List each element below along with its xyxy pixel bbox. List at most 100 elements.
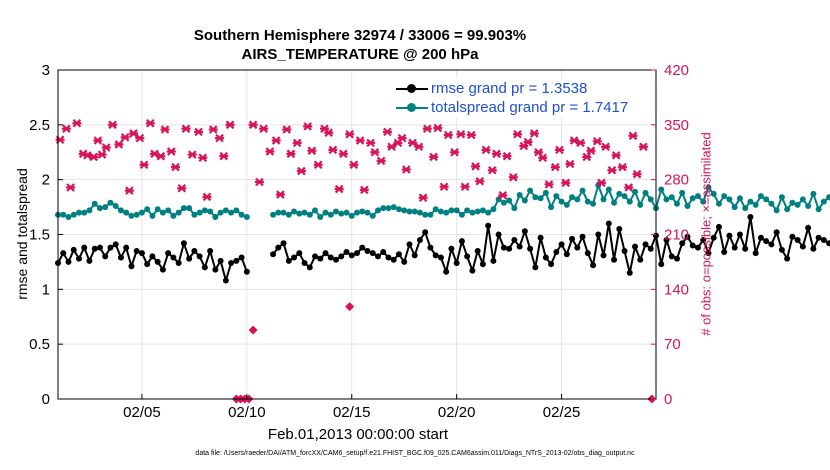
rmse-point [243,268,250,275]
rmse-point [374,253,381,260]
totalspread-point [201,207,208,214]
assimilated-marker [513,129,523,139]
rmse-point [826,240,830,247]
rmse-point [542,254,549,261]
rmse-point [511,236,518,243]
totalspread-point [301,209,308,216]
totalspread-point [715,200,722,207]
totalspread-point [170,212,177,219]
rmse-point [611,256,618,263]
rmse-point [354,250,360,257]
totalspread-point [333,208,340,215]
y-tick-label: 1.5 [29,227,50,244]
data-file-footnote: data file: /Users/raeder/DAI/ATM_forcXX/… [195,450,635,457]
totalspread-point [70,211,77,218]
rmse-point [689,242,696,249]
rmse-point [401,258,408,265]
rmse-point [432,252,439,259]
totalspread-point [616,190,623,197]
rmse-point [574,244,581,251]
assimilated-marker [397,133,407,143]
rmse-point [479,261,486,268]
totalspread-point [700,198,707,205]
totalspread-point [479,207,486,214]
totalspread-point [154,206,161,213]
assimilated-marker [108,120,118,130]
assimilated-marker [596,178,606,188]
totalspread-point [621,193,628,200]
legend-label-rmse: rmse grand pr = 1.3538 [431,80,588,97]
assimilated-marker [533,147,543,157]
rmse-point [422,229,429,236]
totalspread-point [338,210,345,217]
totalspread-point [437,208,444,215]
assimilated-marker [492,149,502,159]
totalspread-point [191,211,198,218]
assimilated-marker [481,145,491,155]
rmse-point [621,247,628,254]
totalspread-point [380,205,387,212]
rmse-point [616,226,623,233]
totalspread-point [820,198,827,205]
rmse-point [196,253,203,260]
totalspread-point [469,209,476,216]
rmse-point [773,229,780,236]
rmse-point [521,228,528,235]
assimilated-marker [460,182,470,191]
totalspread-point [432,206,439,213]
assimilated-marker [338,149,348,159]
rmse-point [679,240,686,247]
totalspread-point [422,211,429,218]
rmse-point [752,250,759,257]
totalspread-point [521,197,528,204]
x-tick-label: 02/05 [123,404,161,421]
assimilated-marker [487,165,497,175]
totalspread-point [673,200,680,207]
totalspread-point [81,209,88,216]
rmse-point [128,263,135,270]
rmse-point [96,244,103,251]
totalspread-point [532,194,539,201]
assimilated-marker [307,146,317,155]
rmse-point [778,246,785,253]
assimilated-marker [292,138,302,148]
x-tick-label: 02/10 [228,404,266,421]
rmse-point [485,222,492,229]
assimilated-marker [265,147,275,156]
totalspread-point [427,211,434,218]
rmse-point [201,264,208,271]
rmse-point [327,254,334,261]
assimilated-marker [248,120,258,130]
totalspread-point [584,198,591,205]
totalspread-point [815,206,822,213]
totalspread-point [385,205,392,212]
totalspread-point [485,209,492,216]
rmse-point [537,234,544,241]
assimilated-marker [632,169,642,179]
totalspread-point [747,198,754,205]
totalspread-point [196,209,203,216]
totalspread-point [75,209,82,216]
assimilated-marker [575,138,585,148]
assimilated-marker [601,142,611,152]
rmse-point [663,236,670,243]
totalspread-point [133,211,140,218]
totalspread-point [291,208,298,215]
totalspread-point [689,195,696,202]
rmse-point [123,244,130,251]
totalspread-point [637,201,644,208]
totalspread-point [401,207,408,214]
totalspread-point [684,202,691,209]
totalspread-point [91,200,98,207]
rmse-point [395,251,402,258]
rmse-point [794,236,801,243]
rmse-point [275,244,282,251]
rmse-point [731,244,738,251]
rmse-point [632,243,639,250]
y2-tick-label: 70 [664,336,681,353]
assimilated-marker [624,183,634,192]
totalspread-point [233,207,240,214]
assimilated-marker [502,151,512,161]
assimilated-marker [475,176,485,186]
y2-tick-label: 420 [664,62,689,79]
